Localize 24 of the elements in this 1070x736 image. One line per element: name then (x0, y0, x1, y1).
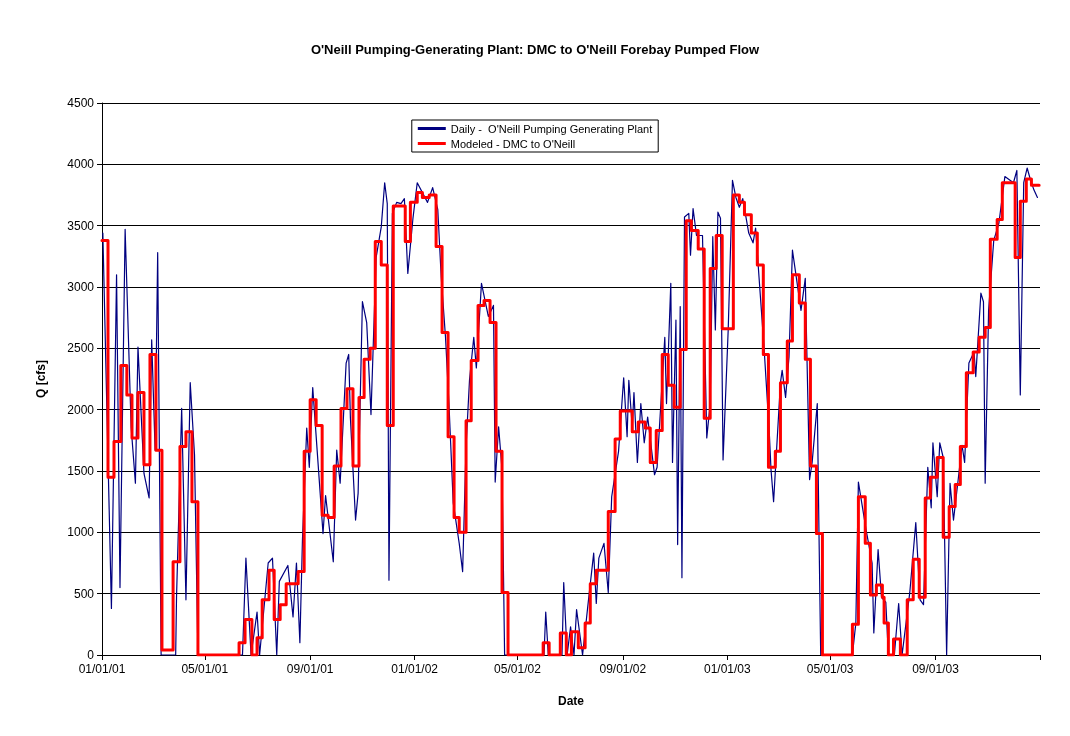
legend-label: Modeled - DMC to O'Neill (450, 137, 576, 150)
y-tick-label: 500 (73, 586, 95, 601)
y-tick-label: 1500 (67, 464, 95, 478)
y-tick-label: 3500 (67, 218, 95, 233)
y-axis-title: Q [cfs] (34, 359, 48, 399)
x-tick-label: 01/01/02 (391, 662, 439, 676)
legend-label: Daily - O'Neill Pumping Generating Plant (450, 122, 653, 135)
x-tick-label: 05/01/01 (181, 662, 229, 676)
x-tick-label: 05/01/03 (806, 662, 854, 676)
y-tick-label: 2000 (67, 402, 95, 417)
x-tick-label: 01/01/01 (78, 662, 126, 676)
chart-title: O'Neill Pumping-Generating Plant: DMC to O'Neill Forebay Pumped Flow (310, 42, 760, 57)
y-tick-label: 0 (87, 648, 95, 662)
x-tick-label: 09/01/03 (912, 662, 960, 676)
y-tick-label: 4500 (67, 96, 95, 110)
x-axis-title: Date (557, 694, 585, 708)
x-tick-label: 05/01/02 (494, 662, 542, 676)
x-tick-label: 09/01/01 (286, 662, 334, 676)
y-tick-label: 4000 (67, 157, 95, 172)
x-tick-label: 01/01/03 (703, 662, 752, 676)
x-tick-label: 09/01/02 (599, 662, 647, 676)
y-tick-label: 3000 (67, 280, 95, 294)
y-tick-label: 2500 (67, 341, 95, 356)
y-tick-label: 1000 (67, 525, 95, 540)
